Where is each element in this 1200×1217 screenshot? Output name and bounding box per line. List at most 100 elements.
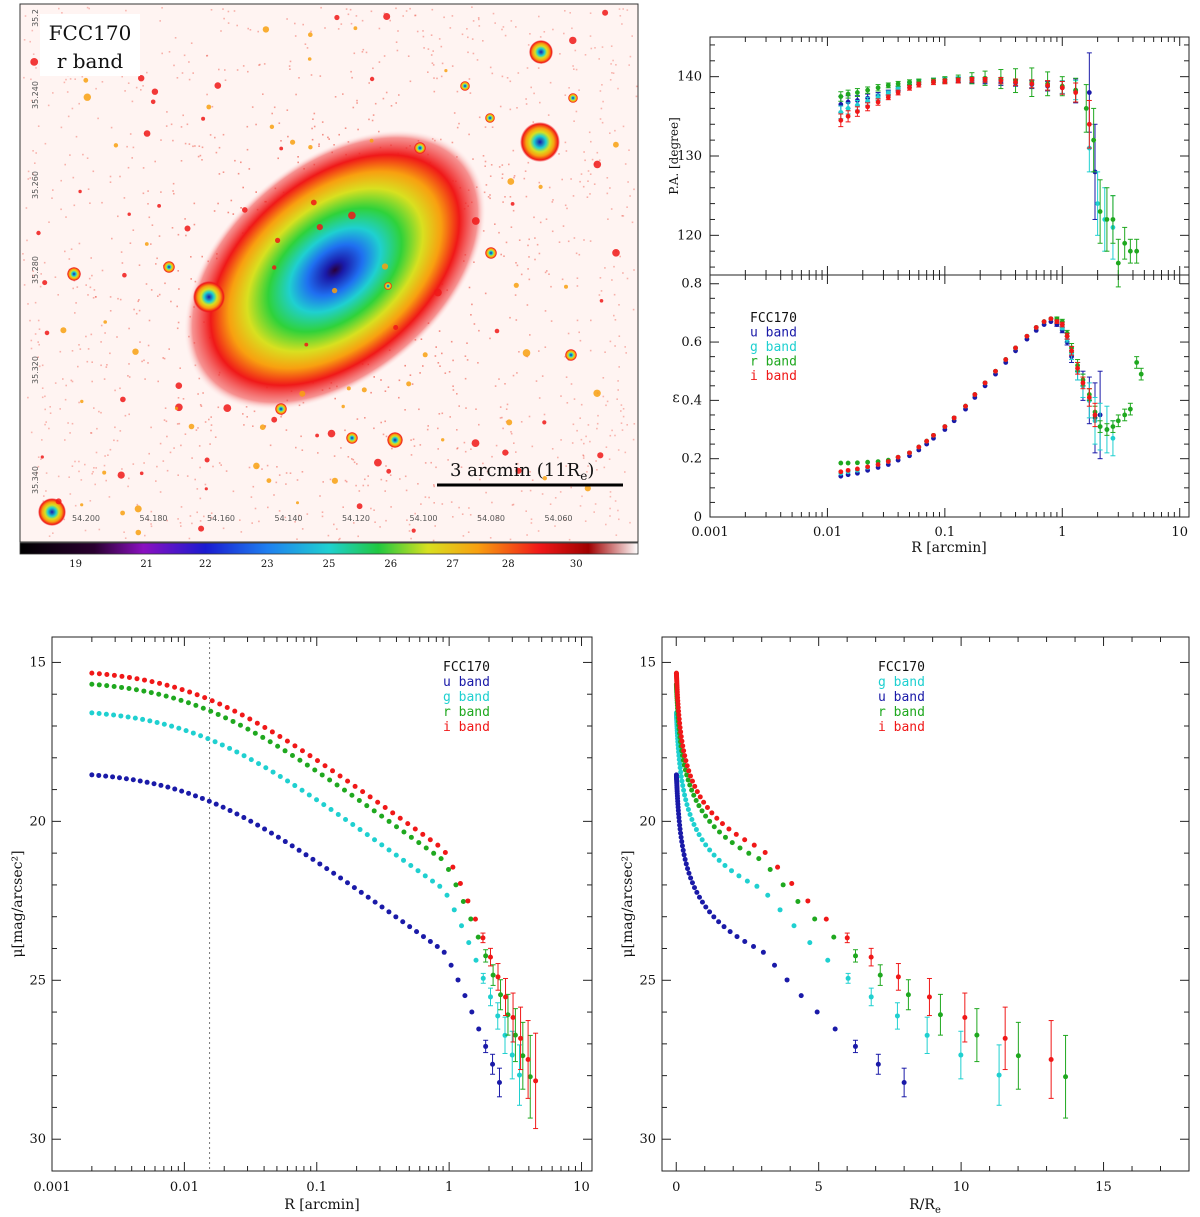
noise-speck <box>180 126 183 128</box>
noise-speck <box>236 69 239 71</box>
noise-speck <box>162 357 164 359</box>
noise-speck <box>530 518 533 520</box>
noise-speck <box>581 495 583 498</box>
noise-speck <box>214 136 216 139</box>
noise-speck <box>428 496 430 499</box>
noise-speck <box>285 472 288 474</box>
noise-speck <box>329 478 332 481</box>
noise-speck <box>515 26 517 28</box>
data-point <box>937 1012 943 1018</box>
noise-speck <box>128 413 130 416</box>
noise-speck <box>515 262 517 264</box>
noise-speck <box>433 77 435 79</box>
noise-speck <box>87 294 89 296</box>
noise-speck <box>441 503 444 505</box>
data-point <box>512 1032 518 1038</box>
noise-speck <box>340 447 342 449</box>
faint-star <box>204 487 208 491</box>
data-point <box>420 934 426 940</box>
noise-speck <box>163 419 166 421</box>
noise-speck <box>512 374 515 377</box>
noise-speck <box>617 380 619 382</box>
noise-speck <box>456 447 459 449</box>
noise-speck <box>93 467 95 469</box>
noise-speck <box>598 294 601 296</box>
noise-speck <box>567 240 570 243</box>
noise-speck <box>84 463 86 466</box>
noise-speck <box>101 201 103 204</box>
data-point <box>689 816 695 822</box>
noise-speck <box>506 77 509 79</box>
noise-speck <box>438 38 441 40</box>
noise-speck <box>198 445 201 447</box>
data-point <box>676 818 682 824</box>
data-point <box>260 734 266 740</box>
noise-speck <box>166 469 169 472</box>
data-point <box>111 672 117 678</box>
noise-speck <box>465 407 467 409</box>
noise-speck <box>247 70 249 73</box>
noise-speck <box>91 472 93 475</box>
noise-speck <box>398 379 401 382</box>
noise-speck <box>602 100 604 103</box>
data-point <box>96 711 102 716</box>
noise-speck <box>472 158 474 160</box>
noise-speck <box>120 251 123 253</box>
noise-speck <box>29 319 31 322</box>
noise-speck <box>525 195 528 198</box>
faint-star <box>386 468 392 474</box>
noise-speck <box>528 415 531 418</box>
faint-star <box>262 26 270 33</box>
noise-speck <box>523 177 526 180</box>
noise-speck <box>87 348 90 350</box>
data-point <box>1083 106 1089 111</box>
faint-star <box>272 265 277 270</box>
noise-speck <box>255 191 257 193</box>
noise-speck <box>137 300 139 303</box>
noise-speck <box>36 472 38 474</box>
data-point <box>132 715 138 721</box>
noise-speck <box>508 163 510 166</box>
data-point <box>495 974 501 980</box>
data-point <box>360 789 366 795</box>
data-point <box>296 847 302 853</box>
data-point <box>1073 90 1079 95</box>
data-point <box>483 1043 489 1049</box>
data-point <box>895 454 901 460</box>
noise-speck <box>520 273 523 276</box>
noise-speck <box>351 458 353 460</box>
noise-speck <box>306 513 309 515</box>
noise-speck <box>477 362 479 364</box>
noise-speck <box>54 382 57 384</box>
noise-speck <box>27 396 29 399</box>
noise-speck <box>513 442 515 444</box>
noise-speck <box>48 221 50 223</box>
noise-speck <box>232 490 235 493</box>
data-point <box>678 733 684 739</box>
noise-speck <box>51 197 53 199</box>
data-point <box>998 78 1004 84</box>
noise-speck <box>64 163 66 166</box>
data-point <box>462 993 468 999</box>
faint-star <box>143 130 151 137</box>
noise-speck <box>614 345 616 347</box>
x-tick-label: 0.01 <box>813 525 842 540</box>
noise-speck <box>584 520 587 522</box>
data-point <box>1002 1035 1008 1041</box>
y-tick-label: 0.6 <box>681 335 702 350</box>
data-point <box>679 778 685 784</box>
faint-star <box>80 503 84 507</box>
faint-star <box>602 9 609 16</box>
noise-speck <box>593 183 596 185</box>
noise-speck <box>570 486 572 489</box>
data-point <box>476 1026 482 1032</box>
noise-speck <box>431 62 434 64</box>
data-point <box>955 78 961 84</box>
faint-star <box>44 330 50 336</box>
data-point <box>823 916 829 922</box>
data-point <box>691 792 697 798</box>
noise-speck <box>127 485 129 488</box>
noise-speck <box>301 449 304 451</box>
noise-speck <box>132 463 135 465</box>
noise-speck <box>145 283 148 285</box>
